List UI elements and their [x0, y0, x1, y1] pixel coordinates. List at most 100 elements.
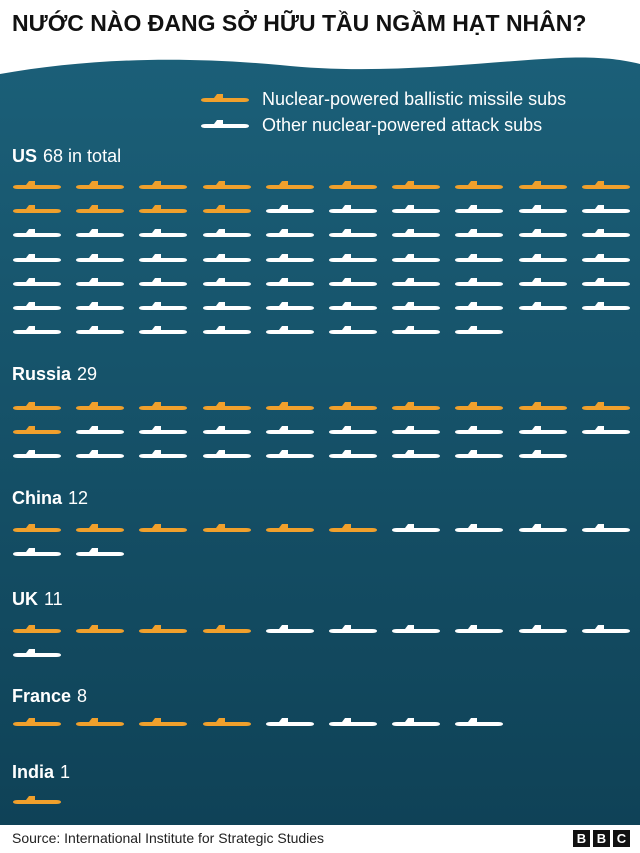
submarine-icon — [392, 524, 441, 532]
submarine-icon — [202, 524, 251, 532]
submarine-icon — [13, 205, 61, 214]
submarine-icon — [455, 277, 504, 286]
submarine-icon — [265, 524, 314, 532]
submarine-icon — [76, 718, 125, 726]
submarine-icon — [265, 426, 314, 435]
submarine-icon — [201, 120, 249, 128]
submarine-icon — [455, 625, 504, 633]
submarine-icon — [139, 450, 188, 459]
submarine-icon — [13, 718, 61, 726]
submarine-icon — [518, 524, 567, 532]
submarine-icon — [455, 326, 504, 335]
country-count: 1 — [60, 762, 71, 782]
submarine-icon — [76, 181, 125, 189]
country-label-us: US 68 in total — [12, 146, 121, 167]
submarine-icon — [13, 326, 61, 335]
submarine-icon — [139, 181, 188, 189]
submarine-icon — [76, 402, 125, 410]
submarine-icon — [202, 450, 251, 459]
country-name: India — [12, 762, 55, 782]
submarine-icon — [455, 181, 504, 189]
submarine-icon — [581, 181, 630, 189]
submarine-icon — [455, 718, 504, 726]
source-note: Source: International Institute for Stra… — [12, 830, 325, 846]
logo-letter: C — [613, 830, 630, 847]
chart-legend: Nuclear-powered ballistic missile subs O… — [200, 86, 566, 138]
submarine-icon — [455, 426, 504, 435]
submarine-icon — [202, 625, 251, 633]
country-label-france: France 8 — [12, 686, 87, 707]
country-count: 29 — [77, 364, 98, 384]
country-name: UK — [12, 589, 38, 609]
submarine-icon — [139, 625, 188, 633]
submarine-icon — [329, 718, 377, 726]
submarine-icon — [581, 229, 630, 238]
footer: Source: International Institute for Stra… — [0, 825, 640, 853]
submarine-icon — [329, 277, 377, 286]
country-label-india: India 1 — [12, 762, 70, 783]
submarine-icon — [13, 181, 61, 189]
submarine-icon — [392, 205, 441, 214]
submarine-icon — [202, 205, 251, 214]
submarine-icon — [202, 253, 251, 262]
submarine-icon — [392, 229, 441, 238]
submarine-icon — [518, 181, 567, 189]
submarine-icon — [76, 450, 125, 459]
submarine-icon — [518, 450, 567, 459]
submarine-icon — [518, 253, 567, 262]
submarine-icon — [13, 402, 61, 410]
submarine-icon — [329, 426, 377, 435]
submarine-icon — [139, 205, 188, 214]
submarine-icon — [13, 524, 61, 532]
submarine-icon — [392, 625, 441, 633]
submarine-icon — [329, 205, 377, 214]
submarine-icon — [392, 402, 441, 410]
submarine-icon — [13, 302, 61, 310]
submarine-icon — [455, 253, 504, 262]
submarine-icon — [76, 326, 125, 335]
submarine-icon — [139, 302, 188, 310]
submarine-icon — [13, 277, 61, 286]
submarine-icon — [581, 277, 630, 286]
country-name: US — [12, 146, 38, 166]
submarine-icon — [139, 326, 188, 335]
country-name: Russia — [12, 364, 72, 384]
submarine-icon — [13, 426, 61, 435]
submarine-icon — [202, 181, 251, 189]
submarine-icon — [13, 796, 61, 804]
submarine-icon — [518, 302, 567, 310]
submarine-icon — [455, 229, 504, 238]
submarine-icon — [265, 718, 314, 726]
submarine-icon — [139, 277, 188, 286]
submarine-icon — [265, 302, 314, 310]
submarine-icon — [265, 253, 314, 262]
submarine-icon — [329, 181, 377, 189]
submarine-icon — [455, 450, 504, 459]
submarine-icon — [202, 718, 251, 726]
submarine-icon — [392, 450, 441, 459]
country-label-russia: Russia 29 — [12, 364, 97, 385]
submarine-icon — [265, 625, 314, 633]
submarine-icon — [139, 718, 188, 726]
submarine-icon — [76, 277, 125, 286]
submarine-icon — [265, 402, 314, 410]
submarine-icon — [202, 426, 251, 435]
submarine-icon — [455, 524, 504, 532]
submarine-icon — [265, 205, 314, 214]
submarine-icon — [329, 229, 377, 238]
logo-letter: B — [593, 830, 610, 847]
submarine-icon — [265, 181, 314, 189]
submarine-icon — [13, 229, 61, 238]
submarine-icon — [139, 524, 188, 532]
submarine-icon — [392, 302, 441, 310]
submarine-icon — [13, 450, 61, 459]
country-count: 12 — [68, 488, 89, 508]
wave-background — [0, 57, 640, 825]
country-name: France — [12, 686, 72, 706]
submarine-icon — [581, 524, 630, 532]
submarine-icon — [265, 450, 314, 459]
submarine-icon — [202, 229, 251, 238]
logo-letter: B — [573, 830, 590, 847]
legend-label-attack: Other nuclear-powered attack subs — [262, 114, 543, 135]
legend-item-attack: Other nuclear-powered attack subs — [200, 112, 566, 138]
